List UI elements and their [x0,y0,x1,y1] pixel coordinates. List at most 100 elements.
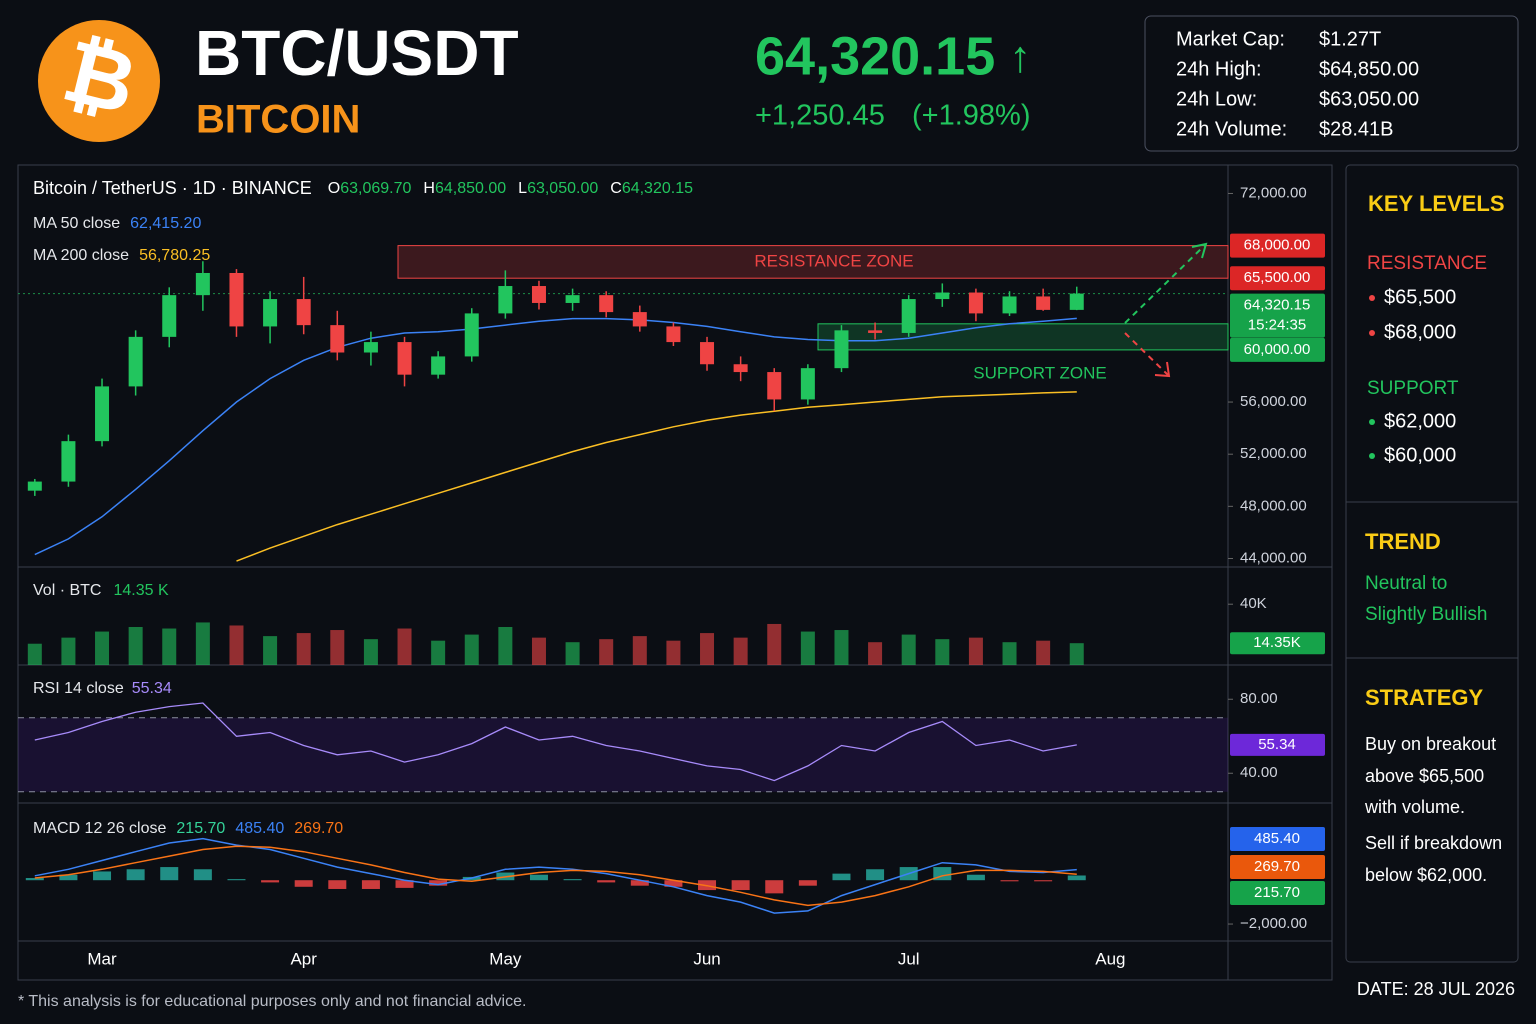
panel-value: 269.70 [294,820,343,837]
macd-histogram [160,867,179,881]
legend-name: MA 200 close [33,247,129,264]
symbol: BTC/USDT [195,17,519,89]
macd-histogram [1034,880,1053,882]
price-tag-label: 65,500.00 [1244,269,1311,286]
macd-histogram [630,880,649,886]
volume-bar [1036,640,1051,665]
candle-body [632,312,647,327]
strategy-text: above $65,500 [1365,766,1484,786]
moving-average [34,317,1077,556]
volume-bar [95,631,110,665]
volume-bar [935,639,950,665]
candle-body [800,368,815,400]
rsi-line [34,702,1077,782]
panel-title: Vol · BTC [33,582,101,599]
coin-name: BITCOIN [196,98,360,142]
legend-value: 56,780.25 [139,247,210,264]
legend-value: 62,415.20 [130,215,201,232]
macd-histogram [966,874,985,881]
support-title: SUPPORT [1367,378,1459,399]
candle-body [330,325,345,353]
ohlc-value: 63,050.00 [527,180,598,197]
candle-body [162,295,177,337]
macd-histogram [866,869,885,881]
volume-bar [431,640,446,665]
strategy-text: below $62,000. [1365,865,1487,885]
volume-bar [800,631,815,665]
price-change: +1,250.45 [755,100,885,132]
candle-body [195,272,210,296]
ohlc-letter: H [423,180,435,197]
candle-body [296,299,311,326]
macd-histogram [59,874,78,881]
volume-bar [834,630,849,665]
resistance-title: RESISTANCE [1367,253,1487,274]
bullet [1369,419,1375,425]
y-tick-label: 40.00 [1240,764,1278,781]
candle-body [666,326,681,343]
candle-body [1069,293,1084,310]
macd-tag [1230,855,1325,879]
macd-tag [1230,827,1325,851]
macd-tag-label: 485.40 [1254,830,1300,847]
chart-title: Bitcoin / TetherUS · 1D · BINANCE [33,178,312,198]
macd-histogram [429,880,448,886]
volume-bar [363,639,378,665]
projection-up-head [1191,242,1208,259]
macd-histogram [731,880,750,891]
volume-bar [868,642,883,665]
volume-bar [27,643,42,665]
candle-body [901,299,916,333]
macd-line [34,837,1077,914]
volume-bar [397,628,412,665]
volume-bar [263,636,278,665]
ohlc-letter: L [518,180,527,197]
ohlc-letter: O [328,180,340,197]
candle-body [1036,296,1051,310]
rsi-band [18,717,1228,792]
price-tag [1230,266,1325,291]
volume-bar [1069,643,1084,665]
trend-text: Neutral to [1365,573,1447,594]
candle-body [834,330,849,369]
volume-bar [632,636,647,665]
level: $60,000 [1384,444,1456,466]
x-tick-label: Mar [87,949,117,968]
macd-histogram [832,873,851,881]
bullet [1369,295,1375,301]
y-tick-label: 72,000.00 [1240,184,1307,201]
volume-tag-label: 14.35K [1253,634,1301,651]
strategy-title: STRATEGY [1365,685,1483,710]
macd-histogram [93,871,112,881]
disclaimer: * This analysis is for educational purpo… [18,993,526,1010]
candle-body [229,272,244,327]
macd-histogram [126,869,145,881]
volume-bar [464,634,479,665]
panel-value: 485.40 [235,820,284,837]
candle-body [599,295,614,313]
macd-histogram [328,880,347,889]
stat-label: 24h Low: [1176,88,1257,110]
ohlc-value: 63,069.70 [340,180,411,197]
macd-histogram [25,878,44,881]
stat-value: $63,050.00 [1319,88,1419,110]
candle-body [431,356,446,375]
panel-value: 55.34 [132,680,172,697]
trend-text: Slightly Bullish [1365,604,1488,625]
level: $62,000 [1384,410,1456,432]
volume-bar [61,637,76,665]
price-tag-label: 60,000.00 [1244,341,1311,358]
candle-body [968,292,983,314]
macd-histogram [664,880,683,887]
stat-label: 24h Volume: [1176,118,1287,140]
x-tick-label: Aug [1095,949,1125,968]
macd-histogram [227,879,246,881]
key-levels-title: KEY LEVELS [1368,191,1505,216]
x-tick-label: Jun [693,949,720,968]
date: DATE: 28 JUL 2026 [1357,979,1515,999]
price-tag [1230,337,1325,362]
candle-body [565,295,580,303]
volume-bar [700,633,715,665]
price-tag-time: 15:24:35 [1248,317,1306,334]
